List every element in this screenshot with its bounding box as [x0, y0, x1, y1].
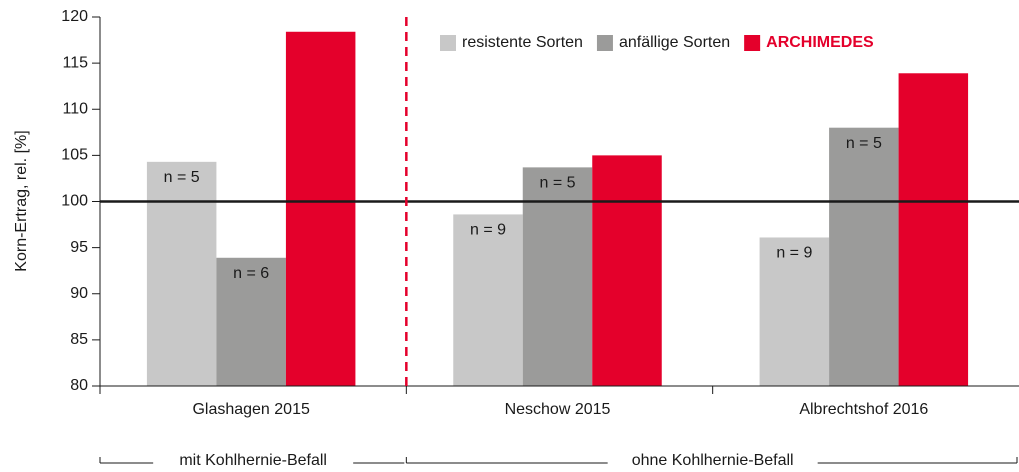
bar — [146, 161, 217, 386]
x-tick-label: Albrechtshof 2016 — [799, 401, 928, 418]
y-tick-label: 110 — [62, 100, 88, 117]
bar-label: n = 9 — [776, 245, 812, 262]
y-tick-label: 95 — [70, 239, 88, 256]
y-tick-label: 80 — [70, 377, 88, 394]
y-tick-label: 100 — [61, 193, 88, 210]
bar-label: n = 5 — [846, 135, 882, 152]
legend-swatch — [440, 35, 456, 51]
y-tick-label: 90 — [70, 285, 88, 302]
bar — [522, 167, 593, 386]
legend-swatch — [596, 35, 613, 51]
group-label-bg — [153, 451, 354, 471]
y-tick-label: 115 — [62, 54, 88, 71]
legend-label: anfällige Sorten — [619, 34, 730, 51]
group-label: ohne Kohlhernie-Befall — [632, 452, 794, 469]
bar — [285, 31, 356, 386]
y-axis-label: Korn-Ertrag, rel. [%] — [13, 130, 30, 271]
bar — [829, 127, 899, 386]
y-tick-label: 85 — [70, 331, 88, 348]
bar-label: n = 6 — [233, 265, 269, 282]
bar-label: n = 9 — [470, 222, 506, 239]
y-tick-label: 105 — [61, 147, 88, 164]
x-tick-label: Neschow 2015 — [505, 401, 611, 418]
bar — [453, 214, 523, 386]
bar — [216, 257, 286, 386]
y-tick-label: 120 — [61, 8, 88, 25]
bar-label: n = 5 — [164, 169, 200, 186]
x-tick-label: Glashagen 2015 — [192, 401, 310, 418]
bar-label: n = 5 — [539, 175, 575, 192]
legend-label: ARCHIMEDES — [766, 34, 874, 51]
bar — [898, 73, 969, 387]
group-label: mit Kohlhernie-Befall — [179, 452, 327, 469]
bar — [759, 237, 830, 386]
bar — [592, 155, 662, 386]
legend-label: resistente Sorten — [462, 34, 583, 51]
group-label-bg — [607, 451, 818, 471]
legend-swatch — [744, 35, 761, 51]
